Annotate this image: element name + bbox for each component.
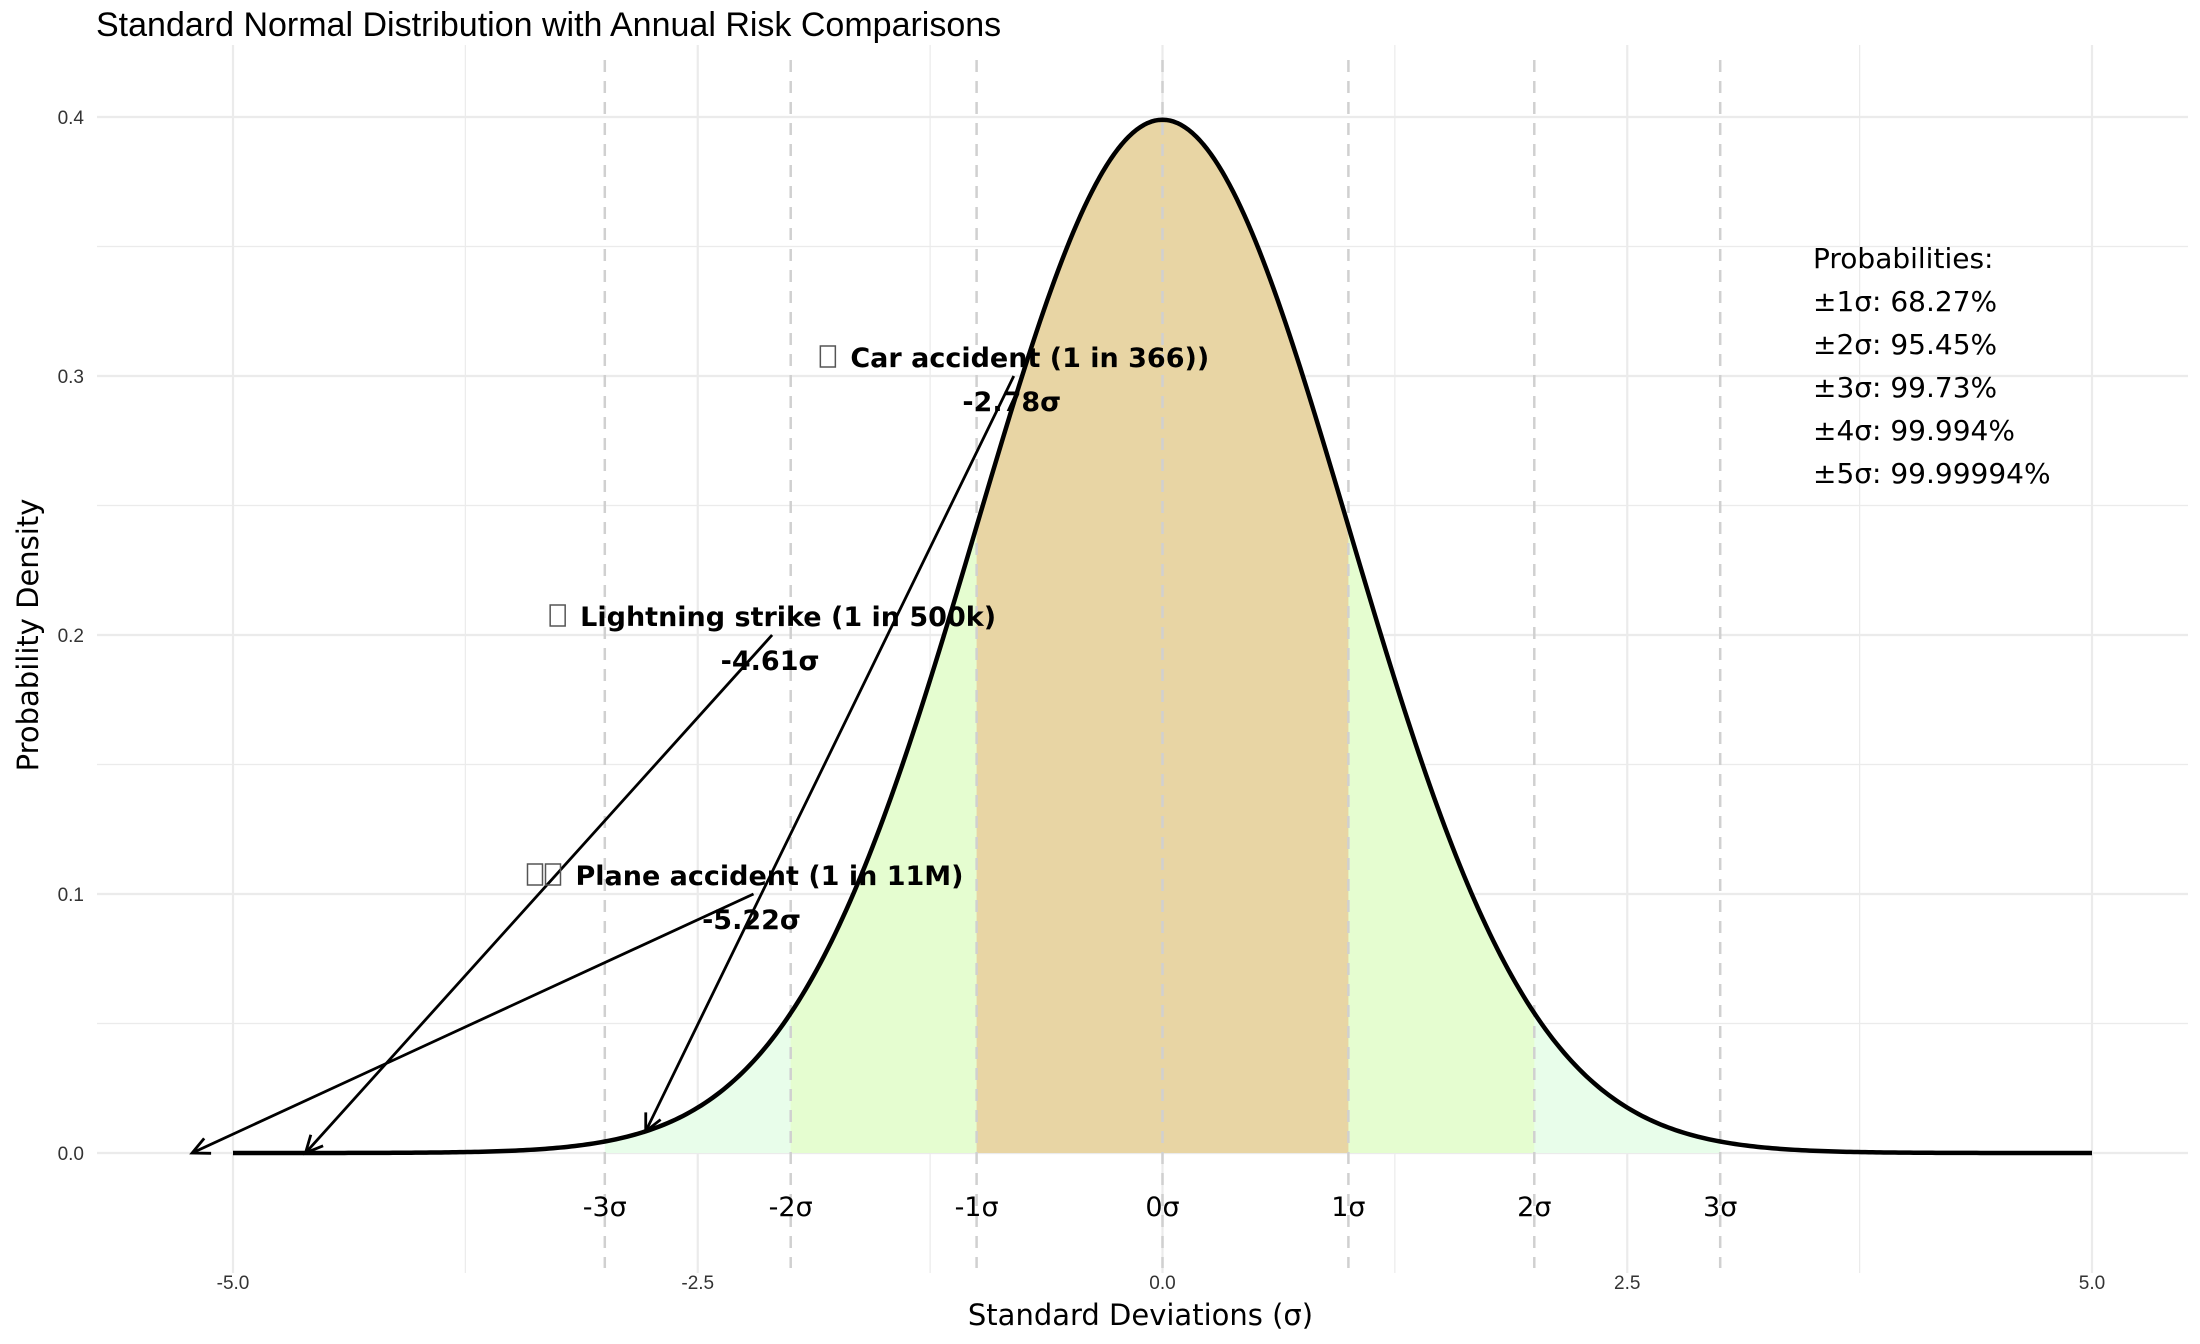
car-icon: [819, 345, 837, 368]
annotation-arrows: [189, 375, 1016, 1156]
chart-title: Standard Normal Distribution with Annual…: [96, 6, 1002, 44]
x-tick-label: -2.5: [681, 1273, 714, 1294]
annotation-sigma-label: -5.22σ: [702, 905, 801, 936]
sigma-label: -1σ: [955, 1192, 999, 1223]
sigma-label: -3σ: [583, 1192, 627, 1223]
y-tick-label: 0.2: [58, 626, 84, 647]
annotation-sigma-label: -2.78σ: [962, 387, 1061, 418]
probability-line: ±1σ: 68.27%: [1813, 285, 1997, 318]
density-curve-group: [233, 117, 2092, 1156]
annotation-arrow-line: [191, 892, 755, 1155]
probability-line: ±2σ: 95.45%: [1813, 328, 1997, 361]
probability-box: Probabilities: ±1σ: 68.27% ±2σ: 95.45% ±3σ:…: [1813, 242, 2051, 490]
density-curve: [233, 117, 2092, 1156]
sigma-label: 0σ: [1145, 1192, 1179, 1223]
y-tick-label: 0.3: [58, 367, 84, 388]
probability-line: ±3σ: 99.73%: [1813, 371, 1997, 404]
annotation-arrow-head: [189, 1137, 212, 1155]
annotation-arrow-head: [644, 1112, 662, 1135]
sigma-label: 1σ: [1331, 1192, 1365, 1223]
annotation-arrow-line: [304, 634, 774, 1154]
plane-icon: [544, 863, 562, 886]
annotation-arrow-line: [644, 375, 1016, 1132]
x-tick-label: 2.5: [1614, 1273, 1640, 1294]
probability-line: ±5σ: 99.99994%: [1813, 457, 2051, 490]
annotation-label: Lightning strike (1 in 500k): [580, 602, 996, 633]
annotation-arrow-head: [303, 1134, 324, 1156]
annotation-sigma-label: -4.61σ: [721, 646, 820, 677]
sigma-label: 3σ: [1703, 1192, 1737, 1223]
annotation-labels: Car accident (1 in 366)) -2.78σ Lightning …: [526, 343, 1209, 936]
probability-line: ±4σ: 99.994%: [1813, 414, 2015, 447]
axis-ticks: -5.0 -2.5 0.0 2.5 5.0 0.0 0.1 0.2 0.3 0.4 -3σ -2σ -1…: [58, 108, 2106, 1294]
probabilities-heading: Probabilities:: [1813, 242, 1993, 275]
sigma-label: 2σ: [1517, 1192, 1551, 1223]
annotation-label: Plane accident (1 in 11M): [575, 861, 963, 892]
y-tick-label: 0.4: [58, 108, 85, 129]
y-axis-title: Probability Density: [11, 499, 45, 772]
x-tick-label: 5.0: [2079, 1273, 2105, 1294]
x-axis-title: Standard Deviations (σ): [968, 1298, 1313, 1332]
x-tick-label: 0.0: [1149, 1273, 1175, 1294]
y-tick-label: 0.0: [58, 1144, 84, 1165]
sigma-label: -2σ: [769, 1192, 813, 1223]
plane-icon-part: [526, 863, 544, 886]
x-tick-label: -5.0: [217, 1273, 250, 1294]
annotation-label: Car accident (1 in 366)): [850, 343, 1209, 374]
y-tick-label: 0.1: [58, 885, 84, 906]
lightning-icon: [549, 604, 566, 627]
